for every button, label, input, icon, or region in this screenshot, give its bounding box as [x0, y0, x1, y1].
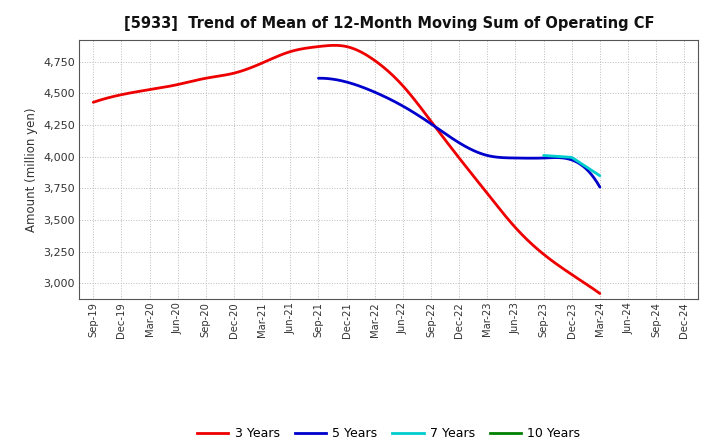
3 Years	[550, 260, 559, 265]
Line: 5 Years: 5 Years	[318, 78, 600, 187]
Line: 3 Years: 3 Years	[94, 45, 600, 293]
3 Years	[390, 75, 399, 80]
5 Years	[552, 155, 561, 160]
3 Years	[595, 291, 604, 296]
5 Years	[487, 154, 496, 159]
5 Years	[316, 76, 325, 81]
3 Years	[330, 43, 338, 48]
3 Years	[401, 86, 410, 91]
5 Years	[595, 184, 604, 190]
3 Years	[91, 99, 99, 104]
Line: 7 Years: 7 Years	[544, 155, 600, 176]
5 Years	[482, 153, 491, 158]
7 Years	[567, 155, 576, 160]
Y-axis label: Amount (million yen): Amount (million yen)	[24, 107, 37, 231]
7 Years	[595, 173, 604, 178]
5 Years	[570, 158, 579, 164]
3 Years	[89, 99, 98, 105]
3 Years	[518, 232, 526, 237]
3 Years	[392, 77, 401, 82]
5 Years	[482, 153, 490, 158]
Legend: 3 Years, 5 Years, 7 Years, 10 Years: 3 Years, 5 Years, 7 Years, 10 Years	[192, 422, 585, 440]
Title: [5933]  Trend of Mean of 12-Month Moving Sum of Operating CF: [5933] Trend of Mean of 12-Month Moving …	[124, 16, 654, 32]
7 Years	[539, 153, 548, 158]
5 Years	[314, 76, 323, 81]
5 Years	[315, 76, 324, 81]
